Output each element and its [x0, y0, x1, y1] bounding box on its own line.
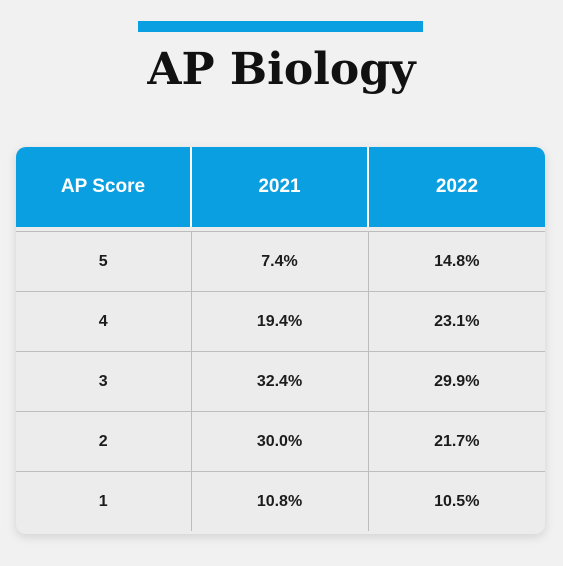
- table-header-row: AP Score 2021 2022: [16, 147, 545, 227]
- table-row: 4 19.4% 23.1%: [16, 291, 545, 352]
- table-cell-score: 5: [16, 231, 191, 292]
- table-cell-2021: 32.4%: [190, 351, 368, 412]
- table-cell-2022: 10.5%: [367, 471, 545, 531]
- title-accent-bar: [138, 21, 423, 32]
- column-header-2021: 2021: [190, 147, 368, 227]
- table-cell-2021: 7.4%: [190, 231, 368, 292]
- score-table: AP Score 2021 2022 5 7.4% 14.8% 4 19.4% …: [16, 147, 545, 531]
- table-cell-score: 2: [16, 411, 191, 472]
- column-header-score: AP Score: [16, 147, 191, 227]
- table-cell-score: 4: [16, 291, 191, 352]
- table-cell-2021: 30.0%: [190, 411, 368, 472]
- table-cell-score: 3: [16, 351, 191, 412]
- table-row: 5 7.4% 14.8%: [16, 231, 545, 292]
- table-cell-2021: 19.4%: [190, 291, 368, 352]
- table-cell-2022: 23.1%: [367, 291, 545, 352]
- table-cell-2022: 21.7%: [367, 411, 545, 472]
- table-cell-score: 1: [16, 471, 191, 531]
- table-cell-2022: 14.8%: [367, 231, 545, 292]
- score-table-card: AP Score 2021 2022 5 7.4% 14.8% 4 19.4% …: [16, 147, 545, 534]
- table-cell-2021: 10.8%: [190, 471, 368, 531]
- table-row: 1 10.8% 10.5%: [16, 471, 545, 531]
- column-header-2022: 2022: [367, 147, 545, 227]
- page-title: AP Biology: [147, 44, 416, 95]
- table-row: 2 30.0% 21.7%: [16, 411, 545, 472]
- table-row: 3 32.4% 29.9%: [16, 351, 545, 412]
- table-cell-2022: 29.9%: [367, 351, 545, 412]
